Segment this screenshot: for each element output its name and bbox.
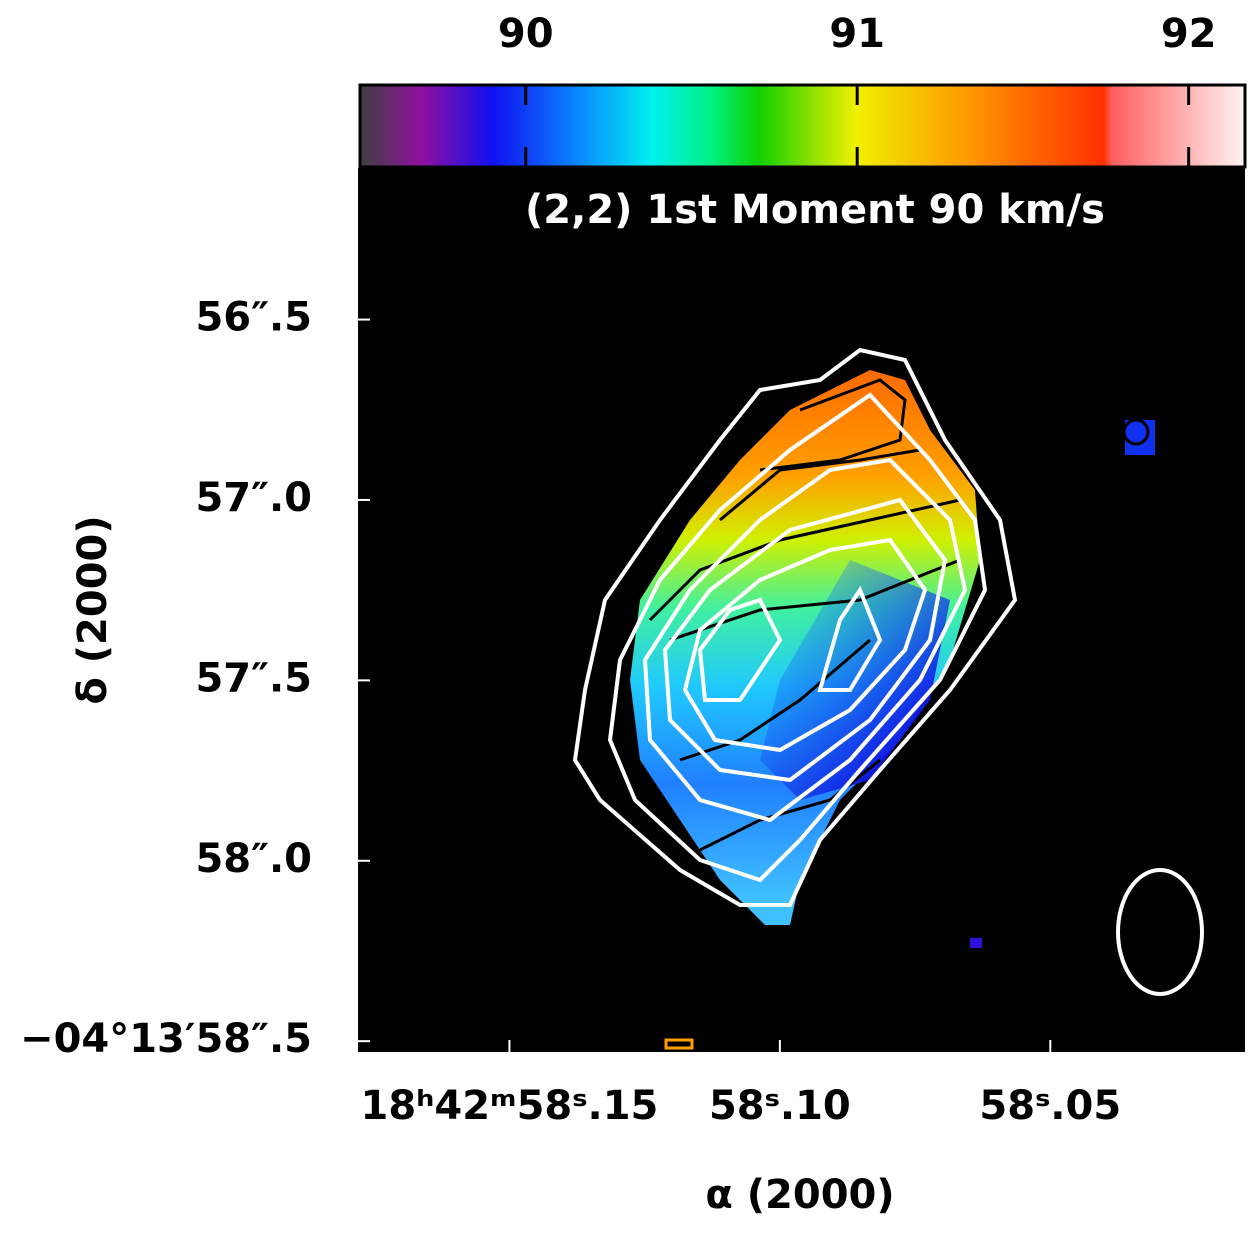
y-tick-label: 58″.0 — [195, 836, 312, 882]
x-tick-label: 18ʰ42ᵐ58ˢ.15 — [361, 1083, 659, 1129]
x-axis-label: α (2000) — [705, 1172, 894, 1218]
colorbar-tick-label: 92 — [1161, 11, 1217, 57]
map-pixels-small — [664, 1038, 694, 1050]
x-tick-label: 58ˢ.10 — [709, 1083, 851, 1129]
black-contours — [648, 378, 1150, 852]
y-tick-label: 57″.0 — [195, 475, 312, 521]
x-tick-label: 58ˢ.05 — [979, 1083, 1121, 1129]
colorbar — [358, 83, 1247, 169]
map-pixels-small — [1125, 420, 1155, 455]
y-tick-label: −04°13′58″.5 — [20, 1016, 312, 1062]
colorbar-scale — [358, 83, 1247, 169]
chart-title: (2,2) 1st Moment 90 km/s — [525, 187, 1105, 233]
y-axis-label: δ (2000) — [70, 515, 116, 704]
map-pixels-small — [970, 938, 982, 948]
white-contours — [572, 347, 1204, 996]
colorbar-tick-label: 91 — [829, 11, 885, 57]
y-tick-label: 57″.5 — [195, 655, 312, 701]
y-tick-label: 56″.5 — [195, 295, 312, 341]
beam — [1116, 868, 1204, 996]
colorbar-tick-label: 90 — [498, 11, 554, 57]
